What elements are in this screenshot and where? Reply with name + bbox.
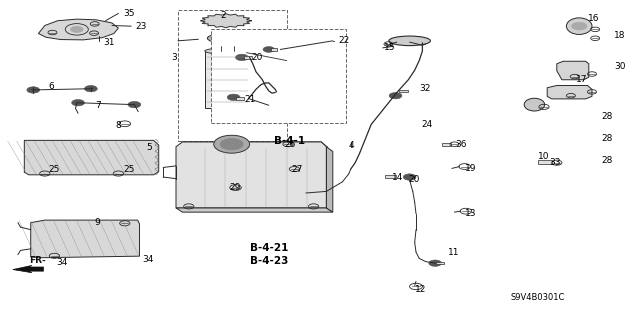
Text: 12: 12	[415, 285, 426, 294]
Text: 20: 20	[408, 175, 420, 184]
Text: 35: 35	[123, 9, 134, 18]
Text: 20: 20	[251, 53, 262, 62]
Polygon shape	[38, 19, 118, 40]
Text: B-4-1: B-4-1	[274, 136, 305, 146]
Bar	[385, 174, 396, 177]
Circle shape	[264, 103, 280, 111]
Text: 25: 25	[48, 165, 60, 174]
Polygon shape	[557, 61, 589, 80]
Text: 18: 18	[614, 31, 626, 40]
Polygon shape	[24, 140, 159, 175]
Circle shape	[70, 26, 83, 33]
Bar	[205, 51, 250, 108]
Polygon shape	[182, 142, 328, 147]
Circle shape	[72, 100, 84, 106]
Text: B-4-21: B-4-21	[250, 243, 288, 253]
Text: 6: 6	[48, 82, 54, 91]
Text: 17: 17	[576, 75, 588, 84]
Text: 28: 28	[602, 134, 613, 143]
Text: 8: 8	[115, 121, 121, 130]
Text: 24: 24	[421, 120, 433, 129]
Text: 7: 7	[95, 101, 100, 110]
Bar	[399, 90, 408, 92]
Bar	[211, 29, 346, 123]
Text: 22: 22	[338, 36, 349, 45]
Text: 2: 2	[221, 11, 227, 20]
Bar	[244, 56, 252, 59]
Ellipse shape	[207, 33, 244, 43]
Text: 10: 10	[538, 152, 549, 161]
Circle shape	[84, 85, 97, 92]
Circle shape	[220, 138, 243, 150]
Bar	[178, 10, 287, 141]
Text: 28: 28	[602, 112, 613, 121]
Polygon shape	[200, 14, 252, 28]
Circle shape	[214, 135, 250, 153]
Text: 5: 5	[146, 143, 152, 152]
Circle shape	[403, 174, 416, 180]
Text: 33: 33	[549, 158, 561, 167]
Text: 34: 34	[56, 258, 68, 267]
Text: 29: 29	[229, 183, 241, 192]
Ellipse shape	[566, 18, 592, 34]
Text: 32: 32	[419, 84, 431, 93]
Circle shape	[27, 87, 40, 93]
Circle shape	[429, 260, 442, 266]
Bar	[236, 98, 244, 100]
Text: B-4-23: B-4-23	[250, 256, 288, 266]
Polygon shape	[176, 208, 333, 212]
Text: 31: 31	[104, 38, 115, 47]
Text: S9V4B0301C: S9V4B0301C	[511, 293, 565, 302]
Ellipse shape	[524, 98, 545, 111]
Ellipse shape	[212, 35, 240, 42]
Text: 9: 9	[95, 218, 100, 227]
Ellipse shape	[389, 36, 431, 46]
Text: 14: 14	[392, 173, 403, 182]
Bar	[271, 48, 277, 50]
Polygon shape	[176, 142, 326, 208]
Circle shape	[572, 22, 587, 30]
Polygon shape	[547, 85, 592, 99]
Text: 11: 11	[448, 248, 460, 257]
Text: 19: 19	[465, 164, 476, 173]
Text: 16: 16	[588, 14, 599, 23]
Circle shape	[389, 93, 402, 99]
Text: 4: 4	[349, 141, 355, 150]
Text: FR-: FR-	[29, 256, 45, 265]
Circle shape	[227, 94, 240, 100]
Polygon shape	[13, 265, 44, 273]
Text: 28: 28	[602, 156, 613, 165]
Text: 21: 21	[244, 95, 256, 104]
Bar	[442, 143, 451, 145]
Text: 13: 13	[465, 209, 476, 218]
Text: 26: 26	[285, 140, 296, 149]
Ellipse shape	[205, 48, 250, 54]
Text: 34: 34	[142, 256, 154, 264]
Polygon shape	[326, 147, 333, 212]
Circle shape	[263, 47, 275, 52]
Text: 27: 27	[292, 165, 303, 174]
Text: 30: 30	[614, 62, 626, 71]
Text: 15: 15	[384, 43, 396, 52]
Bar	[436, 262, 444, 264]
Text: 3: 3	[171, 53, 177, 62]
Circle shape	[236, 54, 248, 61]
Text: 23: 23	[136, 22, 147, 31]
Bar	[538, 160, 552, 164]
Polygon shape	[31, 220, 140, 258]
Circle shape	[128, 101, 141, 108]
Text: 25: 25	[123, 165, 134, 174]
Text: 36: 36	[456, 140, 467, 149]
